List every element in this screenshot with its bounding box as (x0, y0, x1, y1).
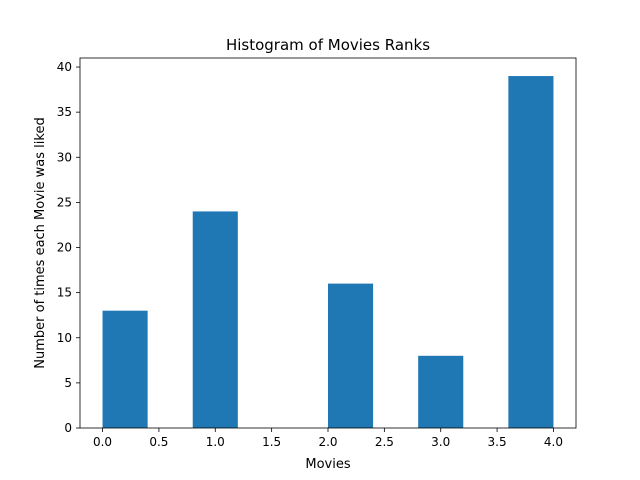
x-tick-label: 2.0 (318, 435, 337, 449)
x-tick-label: 1.0 (206, 435, 225, 449)
histogram-bar-2 (192, 211, 238, 428)
y-axis-ticks: 0 5 10 15 20 25 30 35 40 (57, 60, 80, 435)
histogram-bar-9 (508, 76, 554, 429)
chart-title: Histogram of Movies Ranks (226, 36, 430, 54)
y-axis-label: Number of times each Movie was liked (33, 117, 48, 368)
y-tick-label: 0 (64, 421, 72, 435)
x-tick-label: 0.0 (93, 435, 112, 449)
x-axis-label: Movies (305, 457, 350, 472)
y-tick-label: 20 (57, 241, 72, 255)
x-tick-label: 4.0 (544, 435, 563, 449)
plot-area-frame (79, 57, 577, 429)
y-tick-label: 10 (57, 331, 72, 345)
histogram-bar-0 (102, 310, 148, 428)
y-tick-label: 15 (57, 286, 72, 300)
y-tick-label: 40 (57, 60, 72, 74)
histogram-bar-7 (418, 355, 464, 428)
bars-group (102, 76, 554, 429)
x-tick-label: 2.5 (375, 435, 394, 449)
x-tick-label: 1.5 (262, 435, 281, 449)
histogram-bar-5 (328, 283, 374, 428)
x-tick-label: 0.5 (149, 435, 168, 449)
y-tick-label: 5 (64, 376, 72, 390)
y-tick-label: 35 (57, 105, 72, 119)
x-axis-ticks: 0.0 0.5 1.0 1.5 2.0 2.5 3.0 3.5 4.0 (93, 428, 563, 449)
y-tick-label: 25 (57, 195, 72, 209)
x-tick-label: 3.0 (431, 435, 450, 449)
x-tick-label: 3.5 (488, 435, 507, 449)
y-tick-label: 30 (57, 150, 72, 164)
